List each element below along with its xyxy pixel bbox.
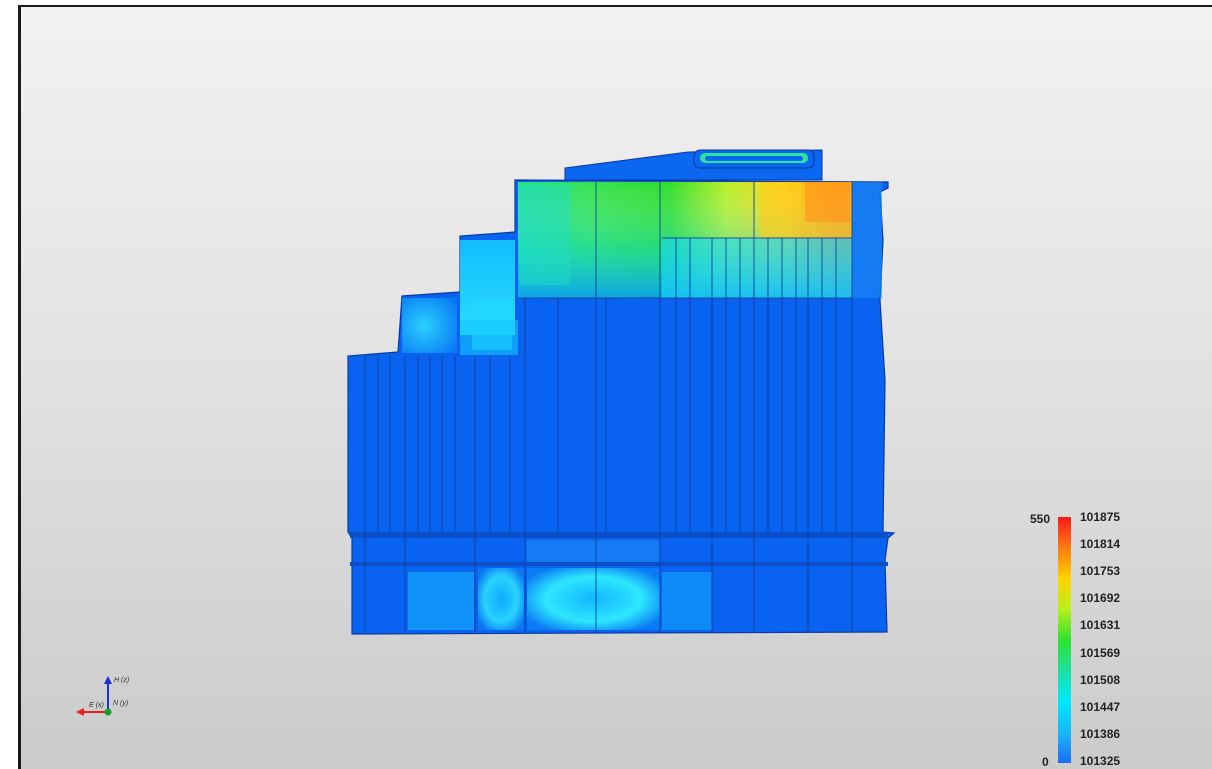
facade-lines — [364, 182, 853, 632]
east-axis-arrow-icon — [76, 708, 84, 716]
legend-range-min: 0 — [1042, 755, 1049, 769]
legend-value-label: 101875 — [1080, 510, 1121, 524]
axis-east-label: E (x) — [89, 702, 104, 709]
axis-north-label: N (y) — [113, 700, 129, 707]
legend-value-label: 101814 — [1080, 537, 1121, 552]
legend-value-label: 101753 — [1080, 564, 1121, 579]
up-axis-arrow-icon — [104, 676, 112, 684]
legend-value-label: 101325 — [1080, 753, 1121, 768]
axis-triad — [76, 676, 112, 716]
legend-value-label: 101386 — [1080, 726, 1121, 741]
building-model[interactable] — [347, 149, 896, 635]
legend-color-bar — [1058, 517, 1071, 763]
legend-range-max: 550 — [1030, 512, 1051, 526]
legend-value-label: 101447 — [1080, 699, 1121, 714]
axis-up-label: H (z) — [114, 677, 130, 684]
legend-value-label: 101508 — [1080, 672, 1121, 687]
north-axis-dot-icon — [104, 708, 112, 716]
legend-value-label: 101569 — [1080, 645, 1121, 660]
legend-value-label: 101631 — [1080, 618, 1121, 633]
legend-value-label: 101692 — [1080, 591, 1121, 606]
